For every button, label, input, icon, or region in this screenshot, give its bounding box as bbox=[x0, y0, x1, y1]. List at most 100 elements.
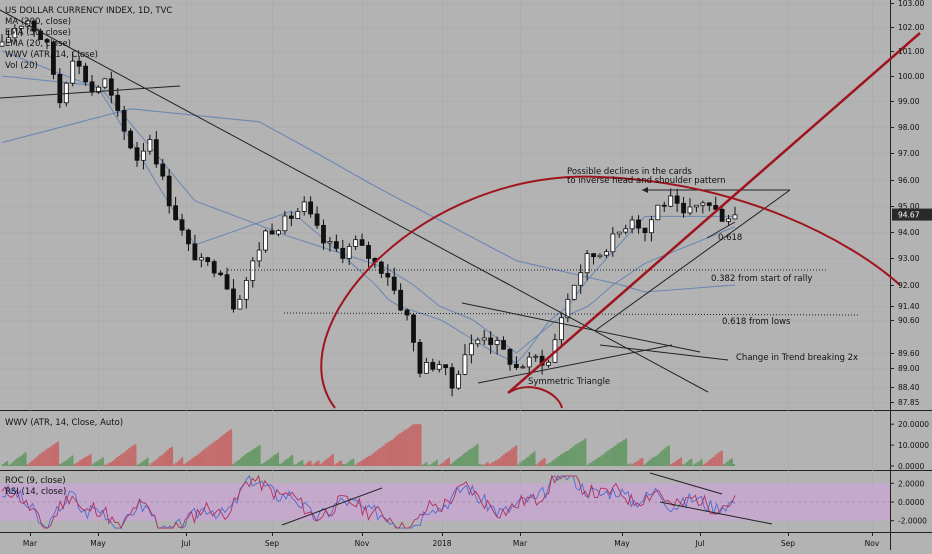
rsi-trendline bbox=[281, 487, 383, 526]
candle-body bbox=[102, 78, 108, 88]
candle-body bbox=[526, 356, 532, 368]
time-tick-label: Jul bbox=[694, 539, 704, 548]
wwv-bar bbox=[297, 462, 300, 466]
wwv-bar bbox=[217, 438, 220, 466]
wwv-bar bbox=[504, 452, 508, 466]
wwv-bar bbox=[411, 424, 414, 466]
wwv-bar bbox=[325, 458, 328, 466]
wwv-bar bbox=[517, 464, 520, 466]
wwv-bar bbox=[248, 451, 251, 466]
wwv-bar bbox=[16, 458, 19, 466]
wwv-bar bbox=[582, 440, 585, 466]
price-tick-label: 99.00 bbox=[898, 97, 920, 106]
wwv-bar bbox=[716, 453, 719, 466]
wwv-bar bbox=[690, 458, 693, 466]
wwv-bar bbox=[315, 461, 318, 466]
wwv-bar bbox=[543, 458, 546, 466]
candle-body bbox=[153, 139, 159, 165]
wwv-bar bbox=[659, 451, 662, 466]
wwv-bar bbox=[600, 455, 603, 466]
wwv-bar bbox=[189, 459, 192, 466]
wwv-bar bbox=[606, 450, 609, 466]
wwv-bar bbox=[154, 459, 157, 466]
wwv-bar bbox=[511, 448, 514, 466]
wwv-bar bbox=[441, 462, 444, 466]
wwv-bar bbox=[451, 462, 455, 466]
legend-item: EMA (20, close) bbox=[5, 39, 71, 49]
wwv-bar bbox=[722, 464, 725, 466]
wwv-bar bbox=[415, 424, 418, 466]
candle-body bbox=[661, 204, 667, 207]
wwv-bar bbox=[618, 442, 622, 466]
wwv-bar bbox=[431, 462, 434, 466]
wwv-bar bbox=[285, 459, 288, 466]
wwv-bar bbox=[183, 464, 186, 466]
price-tick-label: 98.00 bbox=[898, 123, 920, 132]
wwv-bar bbox=[79, 460, 82, 466]
candle-body bbox=[417, 341, 423, 374]
candle-body bbox=[411, 314, 416, 343]
wwv-bar bbox=[71, 455, 74, 466]
wwv-bar bbox=[645, 462, 648, 466]
wwv-bar bbox=[81, 458, 84, 466]
wwv-bar bbox=[635, 461, 638, 466]
wwv-bar bbox=[107, 463, 110, 466]
wwv-bar bbox=[500, 456, 503, 466]
wwv-bar bbox=[303, 464, 306, 466]
wwv-bar bbox=[684, 463, 687, 466]
wwv-bar bbox=[555, 457, 558, 466]
wwv-bar bbox=[120, 454, 123, 466]
wwv-bar bbox=[696, 462, 699, 466]
price-tick-label: 89.00 bbox=[898, 364, 920, 373]
wwv-bars bbox=[2, 424, 736, 466]
price-tick-label: 92.00 bbox=[898, 281, 920, 290]
candle-body bbox=[571, 284, 577, 300]
wwv-bar bbox=[291, 455, 294, 466]
candle-body bbox=[481, 337, 487, 341]
wwv-bar bbox=[276, 452, 279, 466]
wwv-bar bbox=[427, 464, 430, 466]
wwv-bar bbox=[223, 433, 227, 466]
candle-body bbox=[192, 243, 198, 261]
wwv-bar bbox=[69, 457, 72, 466]
wwv-bar bbox=[513, 446, 516, 466]
last-price-tag bbox=[892, 208, 932, 221]
candle-body bbox=[51, 41, 56, 75]
candle-body bbox=[597, 254, 603, 258]
candle-body bbox=[70, 60, 76, 84]
wwv-bar bbox=[134, 444, 137, 466]
wwv-bar bbox=[380, 446, 383, 466]
candle-body bbox=[128, 130, 133, 149]
candle-body bbox=[353, 239, 359, 247]
wwv-bar bbox=[274, 454, 277, 466]
wwv-bar bbox=[38, 454, 41, 466]
wwv-bar bbox=[264, 461, 267, 466]
candle-body bbox=[108, 78, 114, 96]
wwv-bar bbox=[539, 460, 542, 466]
candle-body bbox=[398, 289, 404, 311]
wwv-bar bbox=[83, 457, 86, 466]
inverse-hs-arc bbox=[320, 175, 901, 409]
wwv-bar bbox=[295, 464, 298, 466]
wwv-bar bbox=[34, 457, 37, 466]
wwv-bar bbox=[480, 464, 483, 466]
candle-body bbox=[263, 230, 269, 251]
wwv-bar bbox=[382, 445, 385, 466]
wwv-title: WWV (ATR, 14, Close, Auto) bbox=[5, 418, 123, 428]
wwv-bar bbox=[498, 458, 501, 466]
wwv-bar bbox=[671, 462, 674, 466]
annotation-fib: 0.618 bbox=[718, 233, 742, 243]
candle-body bbox=[649, 219, 654, 234]
wwv-bar bbox=[419, 424, 422, 466]
wwv-bar bbox=[201, 450, 204, 466]
wwv-bar bbox=[484, 463, 487, 466]
wwv-bar bbox=[215, 439, 218, 466]
wwv-bar bbox=[655, 455, 658, 466]
wwv-bar bbox=[574, 444, 577, 466]
wwv-bar bbox=[350, 459, 353, 466]
wwv-bar bbox=[73, 464, 76, 466]
annotation-declines: Possible declines in the cards bbox=[567, 167, 692, 177]
wwv-bar bbox=[378, 448, 381, 466]
wwv-bar bbox=[515, 445, 518, 466]
wwv-bar bbox=[529, 454, 532, 466]
